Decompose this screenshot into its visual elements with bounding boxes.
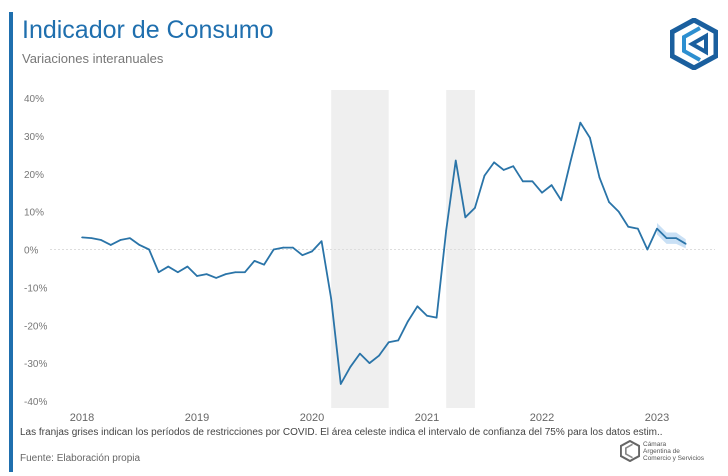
- org-logo-line: Comercio y Servicios: [643, 454, 705, 462]
- line-chart: 40% 30% 20% 10% 0% -10% -20% -30% -40% 2018 2019 20…: [24, 90, 715, 424]
- x-tick-label: 2020: [300, 412, 324, 424]
- data-point: [263, 263, 265, 266]
- data-point: [378, 354, 380, 357]
- data-point: [368, 362, 371, 364]
- cac-logo-icon: [670, 18, 718, 70]
- data-point: [205, 273, 208, 275]
- data-point: [541, 191, 543, 194]
- data-point: [684, 243, 687, 245]
- data-point: [177, 271, 179, 274]
- data-point: [627, 225, 630, 228]
- data-point: [311, 250, 313, 253]
- data-point: [550, 184, 553, 186]
- data-point: [253, 260, 256, 262]
- org-logo-line: Cámara: [643, 440, 667, 448]
- data-point: [292, 246, 294, 249]
- accent-bar: [9, 12, 13, 472]
- series-line: [81, 121, 687, 385]
- data-point: [531, 180, 534, 183]
- data-point: [339, 383, 342, 385]
- data-point: [186, 265, 189, 268]
- data-point: [272, 248, 275, 251]
- data-point: [196, 275, 198, 277]
- data-point: [234, 271, 237, 274]
- data-point: [349, 366, 352, 368]
- data-point: [522, 180, 524, 183]
- y-tick-label: -30%: [24, 359, 47, 370]
- cac-small-logo-icon: [620, 440, 640, 462]
- footnote: Las franjas grises indican los períodos …: [20, 427, 663, 438]
- data-point: [560, 199, 562, 202]
- data-point: [301, 254, 304, 256]
- data-point: [493, 161, 495, 164]
- source-text: Fuente: Elaboración propia: [20, 453, 141, 464]
- data-point: [445, 229, 447, 232]
- data-point: [148, 248, 150, 251]
- data-point: [359, 352, 361, 355]
- data-point: [109, 244, 112, 246]
- y-tick-label: -40%: [24, 397, 47, 408]
- confidence-interval-band: [657, 222, 686, 249]
- data-point: [157, 271, 160, 274]
- data-point: [215, 277, 217, 279]
- x-tick-label: 2023: [645, 412, 669, 424]
- data-point: [502, 169, 505, 171]
- data-point: [474, 207, 476, 209]
- data-point: [416, 305, 419, 308]
- data-point: [320, 240, 323, 242]
- data-point: [129, 237, 131, 239]
- data-point: [656, 227, 658, 230]
- data-point: [569, 159, 572, 162]
- y-tick-label: 20%: [24, 170, 44, 181]
- x-tick-label: 2018: [70, 412, 94, 424]
- data-point: [617, 210, 620, 213]
- data-point: [512, 165, 515, 167]
- y-tick-label: 30%: [24, 132, 44, 143]
- org-logo: Cámara Argentina de Comercio y Servicios: [620, 440, 704, 462]
- data-point: [167, 265, 170, 268]
- data-point: [100, 239, 102, 241]
- org-logo-line: Argentina de: [643, 447, 680, 455]
- data-point: [435, 316, 438, 319]
- x-tick-label: 2021: [415, 412, 439, 424]
- y-tick-label: 40%: [24, 94, 44, 105]
- data-point: [589, 136, 591, 139]
- data-point: [579, 121, 582, 124]
- data-point: [282, 246, 285, 249]
- data-point: [397, 339, 400, 342]
- x-tick-label: 2019: [185, 412, 209, 424]
- x-tick-label: 2022: [530, 412, 554, 424]
- chart-subtitle: Variaciones interanuales: [22, 51, 164, 66]
- data-point: [483, 174, 486, 177]
- data-point: [387, 341, 390, 344]
- data-point: [244, 271, 246, 274]
- y-tick-label: -10%: [24, 283, 47, 294]
- y-tick-label: 10%: [24, 208, 44, 219]
- data-point: [454, 159, 457, 162]
- data-point: [637, 227, 639, 230]
- data-point: [90, 237, 93, 239]
- y-tick-label: 0%: [24, 246, 39, 257]
- data-point: [598, 176, 601, 179]
- data-point: [138, 244, 141, 246]
- data-point: [330, 297, 332, 300]
- data-point: [675, 237, 677, 239]
- data-point: [224, 273, 227, 275]
- data-point: [81, 236, 83, 239]
- data-point: [646, 248, 649, 251]
- data-point: [426, 314, 428, 317]
- chart-title: Indicador de Consumo: [22, 16, 274, 44]
- data-point: [665, 237, 668, 239]
- y-tick-label: -20%: [24, 321, 47, 332]
- data-point: [464, 216, 467, 219]
- data-point: [407, 320, 409, 323]
- data-point: [608, 201, 610, 203]
- data-point: [119, 239, 122, 241]
